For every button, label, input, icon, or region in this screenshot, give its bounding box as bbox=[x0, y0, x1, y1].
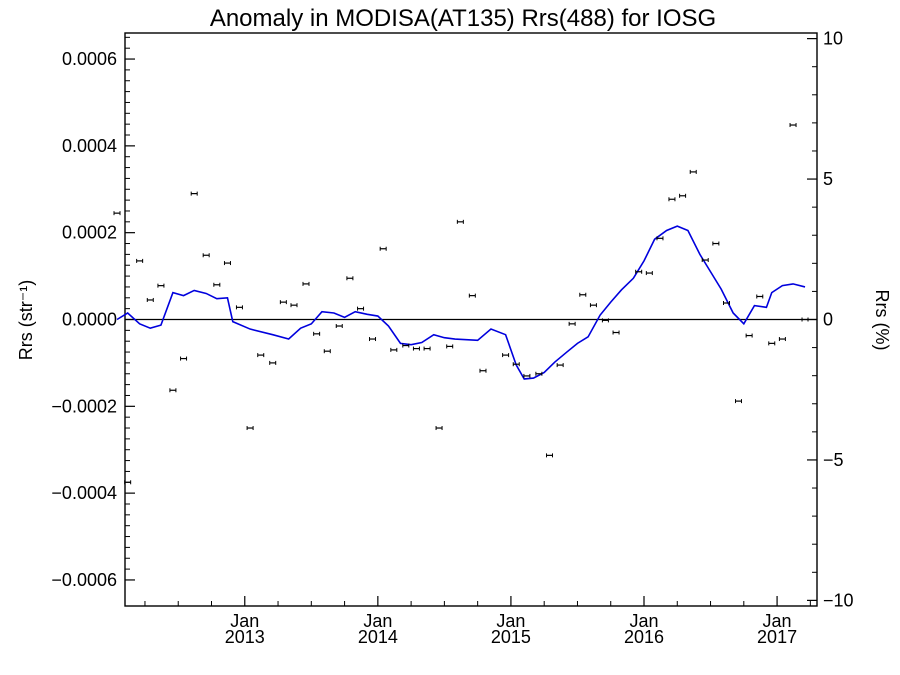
data-point bbox=[745, 333, 753, 338]
data-point bbox=[723, 301, 731, 306]
data-point bbox=[446, 344, 454, 349]
x-tick-label-month: Jan bbox=[363, 611, 392, 631]
left-y-axis: 0.0006 0.0004 0.0002 0.0000 −0.0002 −0.0004 −0… bbox=[51, 36, 135, 590]
x-tick-label-year: 2016 bbox=[624, 627, 664, 647]
data-point bbox=[246, 426, 254, 431]
data-point bbox=[423, 346, 431, 351]
data-point bbox=[546, 453, 554, 458]
data-point bbox=[789, 123, 797, 128]
data-point bbox=[589, 303, 597, 308]
data-point bbox=[801, 317, 809, 322]
data-point bbox=[213, 282, 221, 287]
data-point bbox=[279, 300, 287, 305]
data-point bbox=[568, 321, 576, 326]
data-point bbox=[712, 241, 720, 246]
data-point bbox=[645, 271, 653, 276]
data-point bbox=[346, 276, 354, 281]
x-tick-label-month: Jan bbox=[763, 611, 792, 631]
data-point bbox=[190, 191, 198, 196]
data-point bbox=[402, 343, 410, 348]
x-tick-label-month: Jan bbox=[230, 611, 259, 631]
data-point bbox=[146, 297, 154, 302]
data-point bbox=[756, 294, 764, 299]
x-tick-label-year: 2014 bbox=[358, 627, 398, 647]
data-point bbox=[169, 388, 177, 393]
data-point bbox=[479, 368, 487, 373]
data-point bbox=[468, 293, 476, 298]
data-point bbox=[768, 341, 776, 346]
chart-title: Anomaly in MODISA(AT135) Rrs(488) for IO… bbox=[210, 5, 716, 32]
data-point bbox=[335, 324, 343, 329]
data-point bbox=[734, 399, 742, 404]
data-point bbox=[202, 253, 210, 258]
data-point bbox=[512, 362, 520, 367]
data-point bbox=[656, 236, 664, 241]
data-point bbox=[136, 258, 144, 263]
data-point bbox=[235, 305, 243, 310]
x-tick-label-month: Jan bbox=[629, 611, 658, 631]
data-point bbox=[635, 269, 643, 274]
smoothed-anomaly-line bbox=[116, 225, 806, 380]
left-y-axis-title: Rrs (str⁻¹) bbox=[16, 280, 36, 360]
left-y-tick-label: −0.0006 bbox=[51, 570, 117, 590]
data-point bbox=[679, 193, 687, 198]
data-point bbox=[701, 258, 709, 263]
data-point bbox=[390, 347, 398, 352]
right-y-tick-label: 5 bbox=[823, 169, 833, 189]
data-point bbox=[223, 261, 231, 266]
data-point bbox=[257, 353, 265, 358]
right-y-axis: 10 5 0 −5 −10 bbox=[807, 29, 854, 610]
data-point bbox=[357, 306, 365, 311]
left-y-tick-label: 0.0000 bbox=[62, 310, 117, 330]
data-point bbox=[157, 283, 165, 288]
data-point bbox=[435, 426, 443, 431]
right-y-axis-title: Rrs (%) bbox=[872, 290, 892, 351]
data-point bbox=[290, 303, 298, 308]
monthly-anomaly-series bbox=[113, 123, 809, 485]
data-point bbox=[579, 292, 587, 297]
data-point bbox=[612, 330, 620, 335]
right-y-tick-label: 10 bbox=[823, 29, 843, 49]
x-tick-label-year: 2013 bbox=[225, 627, 265, 647]
left-y-tick-label: −0.0002 bbox=[51, 396, 117, 416]
data-point bbox=[379, 246, 387, 251]
data-point bbox=[556, 363, 564, 368]
data-point bbox=[502, 353, 510, 358]
right-y-tick-label: −5 bbox=[823, 450, 844, 470]
smoothed-anomaly-series bbox=[116, 225, 806, 380]
data-point bbox=[601, 318, 609, 323]
data-point bbox=[412, 346, 420, 351]
left-y-tick-label: 0.0002 bbox=[62, 223, 117, 243]
x-tick-label-month: Jan bbox=[496, 611, 525, 631]
right-y-tick-label: 0 bbox=[823, 310, 833, 330]
data-point bbox=[668, 197, 676, 202]
data-point bbox=[269, 360, 277, 365]
data-point bbox=[124, 480, 132, 485]
left-y-tick-label: 0.0004 bbox=[62, 136, 117, 156]
data-point bbox=[689, 169, 697, 174]
x-tick-label-year: 2017 bbox=[757, 627, 797, 647]
data-point bbox=[523, 373, 531, 378]
right-y-tick-label: −10 bbox=[823, 590, 854, 610]
x-tick-label-year: 2015 bbox=[491, 627, 531, 647]
data-point bbox=[313, 331, 321, 336]
data-point bbox=[778, 337, 786, 342]
left-y-tick-label: −0.0004 bbox=[51, 483, 117, 503]
left-y-tick-label: 0.0006 bbox=[62, 49, 117, 69]
data-point bbox=[456, 219, 464, 224]
data-point bbox=[302, 281, 310, 286]
data-point bbox=[323, 349, 331, 354]
data-point bbox=[369, 337, 377, 342]
data-point bbox=[113, 211, 121, 216]
data-point bbox=[535, 371, 543, 376]
data-point bbox=[180, 356, 188, 361]
